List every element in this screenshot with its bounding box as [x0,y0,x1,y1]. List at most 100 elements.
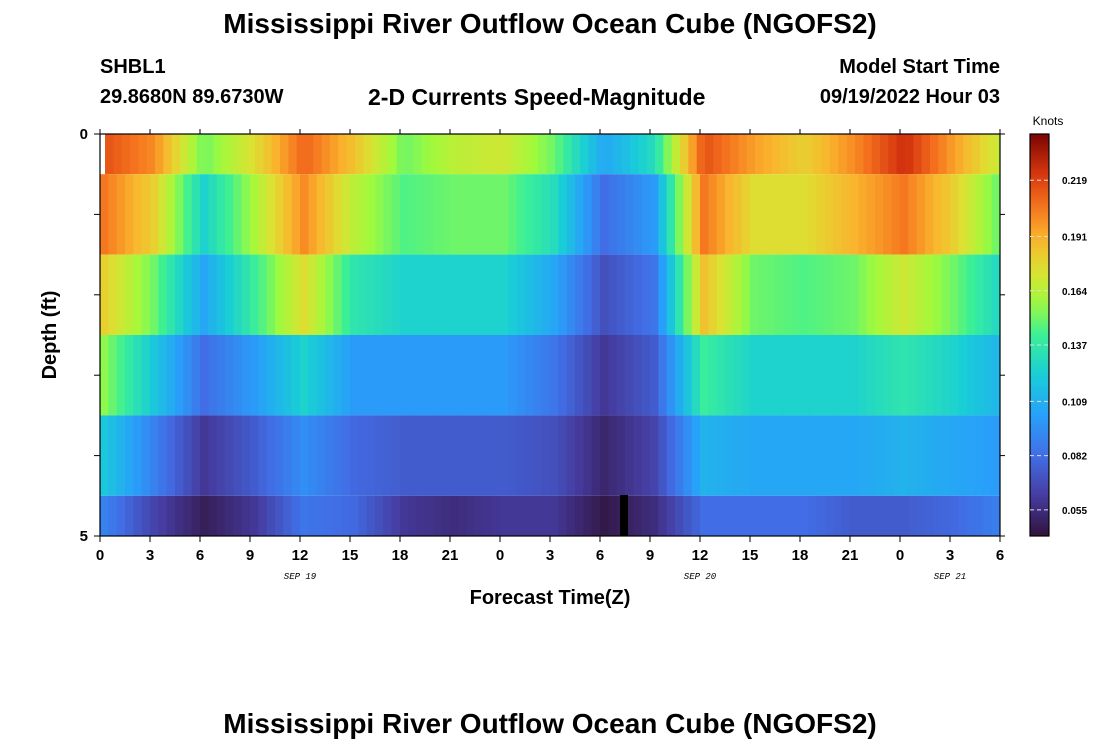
heatmap-cell [658,254,668,335]
heatmap-cell [666,335,676,416]
colorbar-tick-label: 0.109 [1062,397,1087,408]
heatmap-cell [975,254,984,335]
heatmap-cell [488,134,498,175]
heatmap-cell [525,254,534,335]
heatmap-cell [941,495,951,536]
heatmap-cell [525,495,534,536]
heatmap-cell [416,495,426,536]
heatmap-cell [191,174,201,255]
heatmap-cell [141,415,151,496]
heatmap-cell [480,134,489,175]
heatmap-cell [458,415,468,496]
heatmap-cell [733,335,743,416]
heatmap-cell [891,415,901,496]
date-label: SEP 21 [934,572,966,582]
heatmap-cell [241,495,251,536]
heatmap-cell [683,254,693,335]
heatmap-cell [980,134,989,175]
heatmap-cell [216,174,226,255]
heatmap-cell [346,134,356,175]
heatmap-cell [475,415,484,496]
colorbar-tick-label: 0.055 [1062,506,1087,517]
heatmap-cell [366,335,376,416]
heatmap-cell [650,415,659,496]
heatmap-cell [775,335,784,416]
heatmap-cell [380,134,389,175]
heatmap-cell [916,495,926,536]
heatmap-cell [650,335,659,416]
heatmap-cell [558,495,568,536]
station-id: SHBL1 [100,56,166,78]
heatmap-cell [375,254,384,335]
heatmap-cell [463,134,473,175]
heatmap-cell [655,134,664,175]
heatmap-cell [775,254,784,335]
heatmap-cell [308,174,318,255]
heatmap-cell [138,134,148,175]
x-axis: 0 3 6 9 12 15 18 21 0 3 6 9 12 15 18 21 0 3 6 [96,129,1004,564]
heatmap-cell [671,134,681,175]
heatmap-cell [400,495,409,536]
heatmap-cell [341,174,351,255]
heatmap-cell [575,174,584,255]
heatmap-cell [108,174,118,255]
heatmap-cell [966,174,976,255]
heatmap-cell [216,495,226,536]
heatmap-cell [341,335,351,416]
model-start-label: Model Start Time [839,56,1000,78]
heatmap-cell [183,495,193,536]
heatmap-cell [625,415,634,496]
heatmap-cell [513,134,523,175]
heatmap-cell [700,254,709,335]
heatmap-cell [691,174,701,255]
heatmap-cell [975,495,984,536]
heatmap-cell [133,415,143,496]
heatmap-cell [616,254,626,335]
heatmap-cell [283,335,293,416]
heatmap-cell [716,174,726,255]
heatmap-cell [355,134,364,175]
heatmap-cell [171,134,181,175]
heatmap-cell [516,254,526,335]
heatmap-cell [800,495,809,536]
heatmap-cell [188,134,198,175]
heatmap-cell [825,495,834,536]
heatmap-cell [766,174,776,255]
heatmap-cell [266,254,276,335]
heatmap-cell [516,495,526,536]
heatmap-cell [371,134,381,175]
heatmap-cell [450,174,459,255]
heatmap-cell [100,254,109,335]
heatmap-cell [730,134,739,175]
heatmap-cell [633,335,643,416]
heatmap-cell [241,415,251,496]
heatmap-cell [166,415,176,496]
heatmap-cell [533,174,543,255]
x-tick-label: 0 [896,547,904,564]
heatmap-cell [491,415,501,496]
heatmap-cell [566,495,576,536]
heatmap-cell [666,495,676,536]
heatmap-cell [600,495,609,536]
heatmap-cell [875,174,884,255]
heatmap-cell [916,415,926,496]
heatmap-cell [491,495,501,536]
heatmap-cell [946,134,956,175]
heatmap-cell [221,134,231,175]
heatmap-cell [333,495,343,536]
heatmap-cell [216,335,226,416]
heatmap-cell [116,254,126,335]
heatmap-cell [858,254,868,335]
heatmap-cell [100,415,109,496]
heatmap-cell [433,335,443,416]
heatmap-cell [133,495,143,536]
heatmap-cell [646,134,656,175]
heatmap-cell [596,134,606,175]
x-tick-label: 6 [596,547,604,564]
heatmap-cell [905,134,914,175]
x-tick-label: 15 [342,547,359,564]
heatmap-cell [908,254,918,335]
heatmap-cell [683,174,693,255]
heatmap-cell [280,134,289,175]
heatmap-cell [925,335,934,416]
